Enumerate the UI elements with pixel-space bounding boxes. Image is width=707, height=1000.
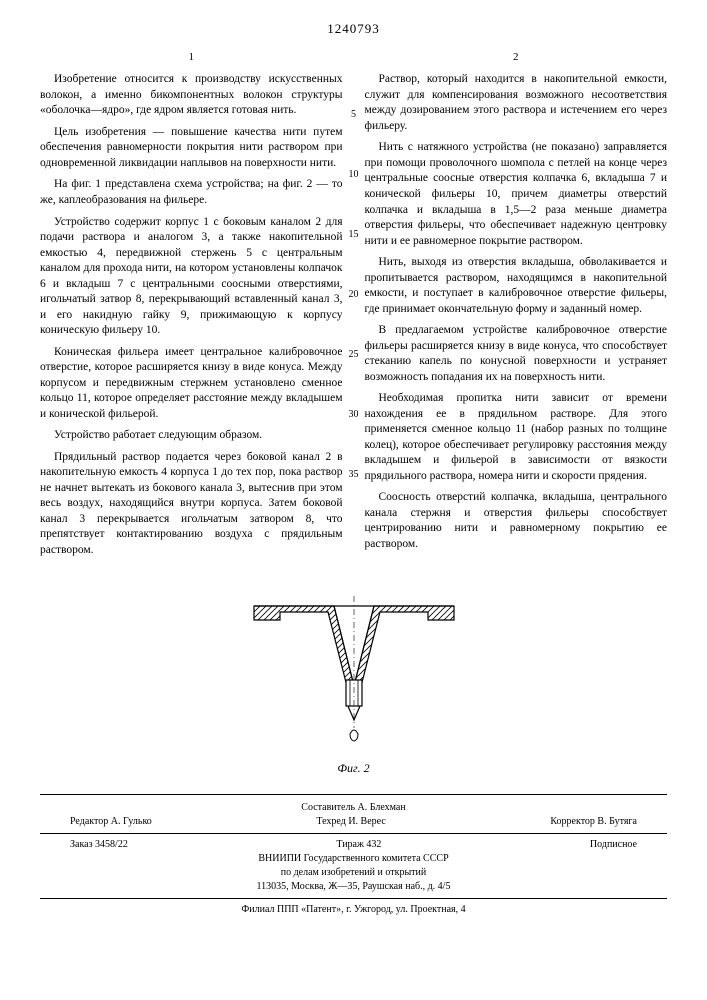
para: Устройство работает следующим образом. xyxy=(40,428,343,444)
left-column: 1 Изобретение относится к производству и… xyxy=(40,50,343,565)
para: Нить, выходя из отверстия вкладыша, обво… xyxy=(365,255,668,317)
footer-order: Заказ 3458/22 xyxy=(70,838,128,852)
footer-circulation: Тираж 432 xyxy=(336,838,381,852)
para: На фиг. 1 представлена схема устройства;… xyxy=(40,177,343,208)
right-column: 2 Раствор, который находится в накопител… xyxy=(365,50,668,565)
footer-org2: по делам изобретений и открытий xyxy=(40,866,667,880)
line-marker: 15 xyxy=(349,228,359,242)
footer-addr1: 113035, Москва, Ж—35, Раушская наб., д. … xyxy=(40,880,667,894)
line-marker: 25 xyxy=(349,348,359,362)
para: Изобретение относится к производству иск… xyxy=(40,72,343,119)
para: Прядильный раствор подается через боково… xyxy=(40,450,343,559)
footer-addr2: Филиал ППП «Патент», г. Ужгород, ул. Про… xyxy=(40,903,667,917)
footer-corrector: Корректор В. Бутяга xyxy=(550,815,637,829)
line-marker: 20 xyxy=(349,288,359,302)
footer-subscription: Подписное xyxy=(590,838,637,852)
para: В предлагаемом устройстве калибровочное … xyxy=(365,323,668,385)
figure-2: Фиг. 2 xyxy=(40,588,667,776)
figure-svg xyxy=(224,588,484,748)
line-marker: 35 xyxy=(349,468,359,482)
col-num-right: 2 xyxy=(365,50,668,65)
footer-tech: Техред И. Верес xyxy=(316,815,385,829)
footer-org1: ВНИИПИ Государственного комитета СССР xyxy=(40,852,667,866)
document-number: 1240793 xyxy=(40,20,667,38)
figure-caption: Фиг. 2 xyxy=(40,760,667,776)
para: Соосность отверстий колпачка, вкладыша, … xyxy=(365,490,668,552)
footer-block: Составитель А. Блехман Редактор А. Гульк… xyxy=(40,794,667,917)
para: Нить с натяжного устройства (не показано… xyxy=(365,140,668,249)
line-marker: 10 xyxy=(349,168,359,182)
line-marker: 30 xyxy=(349,408,359,422)
footer-compiler: Составитель А. Блехман xyxy=(40,801,667,815)
para: Коническая фильера имеет центральное кал… xyxy=(40,345,343,423)
para: Цель изобретения — повышение качества ни… xyxy=(40,125,343,172)
para: Необходимая пропитка нити зависит от вре… xyxy=(365,391,668,484)
para: Раствор, который находится в накопительн… xyxy=(365,72,668,134)
line-marker: 5 xyxy=(351,108,356,122)
para: Устройство содержит корпус 1 с боковым к… xyxy=(40,215,343,339)
footer-editor: Редактор А. Гулько xyxy=(70,815,152,829)
col-num-left: 1 xyxy=(40,50,343,65)
